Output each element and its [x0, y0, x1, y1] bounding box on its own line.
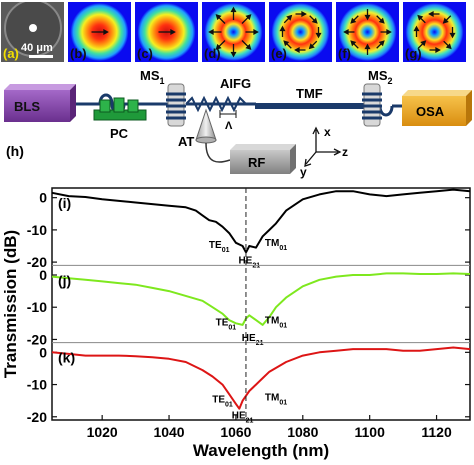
mode-annotation: HE21 [242, 333, 264, 347]
x-tick-label: 1080 [287, 424, 318, 440]
aifg-label: AIFG [220, 76, 251, 91]
panel-letter-b: (b) [70, 46, 87, 61]
panel-letter-i: (i) [58, 195, 71, 211]
y-tick-label: -20 [27, 409, 47, 425]
mode-field-panel-b: (b) [68, 2, 131, 62]
y-tick-label: -20 [27, 331, 47, 347]
polarization-arrows [208, 6, 259, 58]
spectrum-line-j [51, 272, 471, 326]
axis-y-label: y [300, 165, 307, 179]
polarization-arrows [279, 10, 322, 54]
plot-frame [51, 187, 471, 421]
panel-letter-d: (d) [204, 46, 221, 61]
x-tick-label: 1060 [220, 424, 251, 440]
polarization-controller: PC [93, 97, 147, 141]
mode-annotation: TM01 [265, 238, 287, 252]
mode-field-panel-f: (f) [336, 2, 399, 62]
fiber-microscope-image [1, 2, 64, 62]
y-tick-label: -10 [27, 299, 47, 315]
mode-field-image-f [336, 2, 399, 62]
mode-field-image-e [269, 2, 332, 62]
x-tick-label: 1020 [87, 424, 118, 440]
y-tick-label: -10 [27, 377, 47, 393]
y-tick-label: 0 [39, 190, 47, 206]
y-tick-label: 0 [39, 344, 47, 360]
bls-box: BLS [4, 84, 76, 122]
panel-letter-c: (c) [137, 46, 153, 61]
spectrum-line-i [51, 188, 471, 254]
experimental-setup-diagram: BLS PC MS1 AIFG Λ AT [0, 64, 474, 180]
rf-generator-box: RF [230, 144, 296, 174]
polarization-arrows [158, 28, 176, 36]
lambda-label: Λ [225, 120, 233, 132]
polarization-arrows [91, 28, 109, 36]
coordinate-axes [304, 126, 342, 167]
spectra-svg: 0-10-20(i)TE01HE21TM010-10-20(j)TE01HE21… [1, 187, 471, 460]
polarization-arrows [413, 10, 456, 54]
mode-stripper-1: MS1 [140, 68, 186, 127]
scale-bar [29, 55, 53, 58]
scale-bar-label: 40 μm [21, 42, 53, 54]
bls-label: BLS [14, 99, 40, 114]
pc-label: PC [110, 126, 129, 141]
mode-field-image-g [403, 2, 466, 62]
mode-annotation: HE21 [238, 256, 260, 270]
aifg-grating: AIFG Λ [185, 76, 256, 132]
mode-field-image-d [202, 2, 265, 62]
acoustic-transducer: AT [178, 108, 231, 163]
mode-field-panel-d: (d) [202, 2, 265, 62]
panel-letter-g: (g) [405, 46, 422, 61]
mode-annotation: TE01 [212, 395, 233, 409]
mode-field-panel-e: (e) [269, 2, 332, 62]
panel-letter-h: (h) [6, 143, 24, 159]
rf-label: RF [248, 155, 265, 170]
y-tick-label: -10 [27, 222, 47, 238]
tmf-label: TMF [296, 86, 323, 101]
polarization-arrows [343, 9, 392, 55]
mode-annotation: TM01 [265, 393, 287, 407]
x-tick-label: 1120 [421, 424, 452, 440]
setup-svg: BLS PC MS1 AIFG Λ AT [4, 68, 472, 179]
mode-annotation: TE01 [209, 240, 230, 254]
mode-field-panel-g: (g) [403, 2, 466, 62]
spectrum-line-k [51, 346, 471, 410]
mode-annotation: HE21 [232, 410, 254, 424]
transmission-spectra-plot: 0 -10 -20 (i) TE01 HE21 TM01 0 -10 -20 (j) TE01 HE21… [0, 180, 474, 460]
ms1-label: MS1 [140, 68, 165, 86]
ms2-label: MS2 [368, 68, 393, 86]
fiber-cross-section-panel: 40 μm (a) [1, 2, 64, 62]
panel-letter-a: (a) [3, 46, 19, 61]
panel-letter-f: (f) [338, 46, 351, 61]
y-axis-label: Transmission (dB) [1, 230, 20, 378]
panel-letter-k: (k) [58, 350, 75, 366]
x-axis-label: Wavelength (nm) [193, 441, 329, 460]
mode-stripper-2: MS2 [362, 68, 393, 127]
x-tick-label: 1040 [153, 424, 184, 440]
axis-z-label: z [342, 145, 348, 159]
at-label: AT [178, 134, 194, 149]
osa-label: OSA [416, 104, 445, 119]
y-tick-label: 0 [39, 267, 47, 283]
osa-box: OSA [402, 90, 472, 126]
axis-x-label: x [324, 125, 331, 139]
panel-letter-e: (e) [271, 46, 287, 61]
mode-annotation: TE01 [216, 317, 237, 331]
mode-field-image-b [68, 2, 131, 62]
mode-field-panel-c: (c) [135, 2, 198, 62]
panel-letter-j: (j) [58, 272, 71, 288]
x-tick-label: 1100 [354, 424, 385, 440]
y-tick-label: -20 [27, 254, 47, 270]
mode-image-row: 40 μm (a) (b) (c) (d) (e) (f) (g) [0, 0, 474, 64]
mode-annotation: TM01 [265, 315, 287, 329]
mode-field-image-c [135, 2, 198, 62]
